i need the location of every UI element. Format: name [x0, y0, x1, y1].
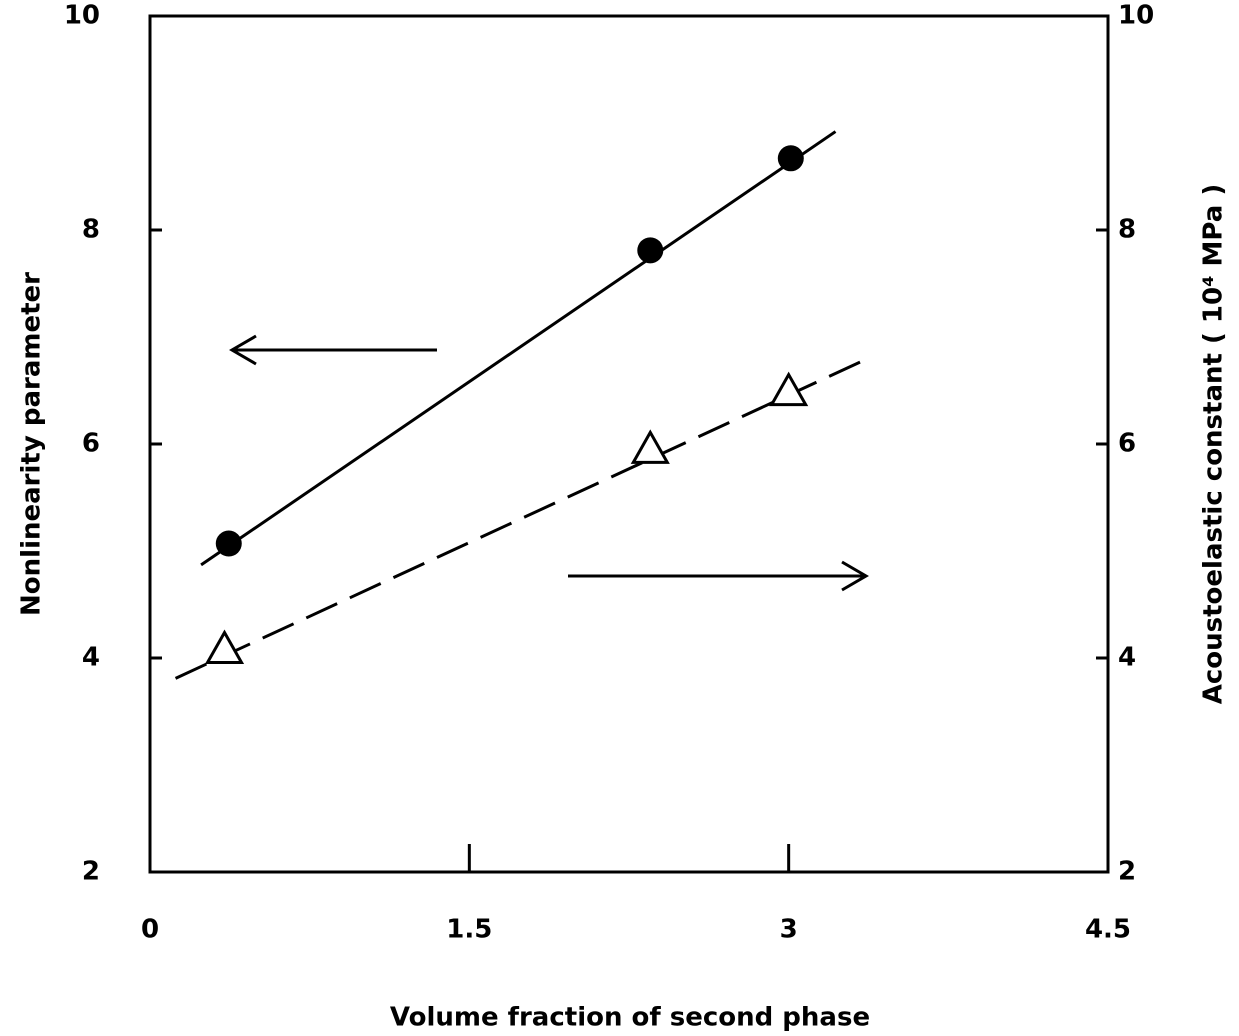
x-axis-label: Volume fraction of second phase — [390, 1003, 870, 1033]
right-arrow — [568, 560, 869, 592]
point — [630, 429, 670, 464]
y2-axis-label: Acoustoelastic constant ( 10⁴ MPa ) — [1199, 184, 1229, 705]
fit-line — [174, 360, 862, 680]
y-tick-label: 4 — [82, 643, 100, 673]
x-tick-label: 1.5 — [446, 915, 492, 945]
point — [637, 237, 664, 264]
left-arrow — [229, 334, 437, 366]
y-tick-label: 8 — [82, 215, 100, 245]
y2-tick-label: 10 — [1118, 1, 1154, 31]
x-tick-label: 4.5 — [1085, 915, 1131, 945]
y-tick-label: 10 — [64, 1, 100, 31]
point — [204, 629, 245, 665]
point — [769, 371, 809, 407]
y2-tick-label: 8 — [1118, 215, 1136, 245]
y2-tick-label: 4 — [1118, 643, 1136, 673]
y-tick-label: 2 — [82, 857, 100, 887]
point — [215, 530, 242, 557]
y2-tick-label: 6 — [1118, 429, 1136, 459]
y2-tick-label: 2 — [1118, 857, 1136, 887]
fit-line — [200, 130, 837, 567]
y-axis-label: Nonlinearity parameter — [17, 272, 47, 616]
x-tick-label: 0 — [141, 915, 159, 945]
point — [777, 145, 804, 172]
y-tick-label: 6 — [82, 429, 100, 459]
plot-frame — [148, 14, 1110, 874]
x-tick-label: 3 — [780, 915, 798, 945]
